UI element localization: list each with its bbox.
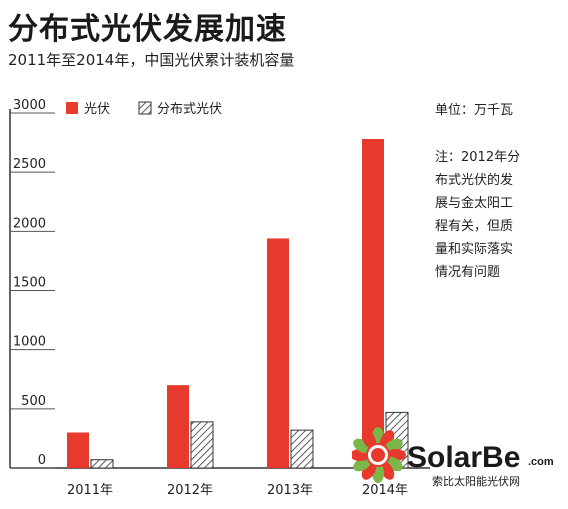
legend-swatch-solar bbox=[66, 102, 78, 114]
x-tick-label: 2012年 bbox=[167, 483, 213, 498]
y-tick-label: 3000 bbox=[13, 98, 46, 113]
legend-swatch-distributed bbox=[138, 101, 152, 115]
y-tick-label: 1500 bbox=[13, 276, 46, 291]
chart-bars bbox=[67, 139, 409, 469]
y-tick-label: 2000 bbox=[13, 216, 46, 231]
watermark-brand: SolarBe bbox=[407, 441, 520, 474]
bar-distributed-solar bbox=[290, 429, 314, 469]
bar-distributed-solar bbox=[90, 459, 114, 469]
solarbe-logo: SolarBe .com 索比太阳能光伏网 bbox=[352, 427, 554, 488]
watermark-domain: .com bbox=[528, 456, 554, 468]
bar-distributed-solar bbox=[190, 421, 214, 469]
chart-legend: 光伏 分布式光伏 bbox=[66, 101, 222, 117]
unit-label: 单位：万千瓦 bbox=[435, 103, 514, 118]
legend-label-solar: 光伏 bbox=[84, 102, 110, 117]
bar-solar bbox=[362, 139, 384, 469]
legend-label-distributed: 分布式光伏 bbox=[157, 102, 222, 117]
watermark-tagline: 索比太阳能光伏网 bbox=[432, 474, 520, 488]
x-tick-label: 2011年 bbox=[67, 483, 113, 498]
x-tick-label: 2013年 bbox=[267, 483, 313, 498]
x-tick-label: 2014年 bbox=[362, 483, 408, 498]
y-tick-label: 1000 bbox=[13, 335, 46, 350]
sunflower-logo-icon bbox=[352, 427, 406, 483]
bar-solar bbox=[67, 432, 89, 468]
bar-solar bbox=[267, 238, 289, 468]
chart-title: 分布式光伏发展加速 bbox=[8, 12, 287, 47]
y-tick-label: 2500 bbox=[13, 157, 46, 172]
bar-solar bbox=[167, 385, 189, 468]
chart-subtitle: 2011年至2014年，中国光伏累计装机容量 bbox=[8, 51, 295, 69]
chart-note: 注：2012年分 布式光伏的发 展与金太阳工 程有关，但质 量和实际落实 情况有… bbox=[435, 150, 521, 280]
logo-petal bbox=[361, 430, 377, 449]
y-tick-label: 500 bbox=[21, 394, 46, 409]
y-tick-label: 0 bbox=[38, 453, 46, 468]
